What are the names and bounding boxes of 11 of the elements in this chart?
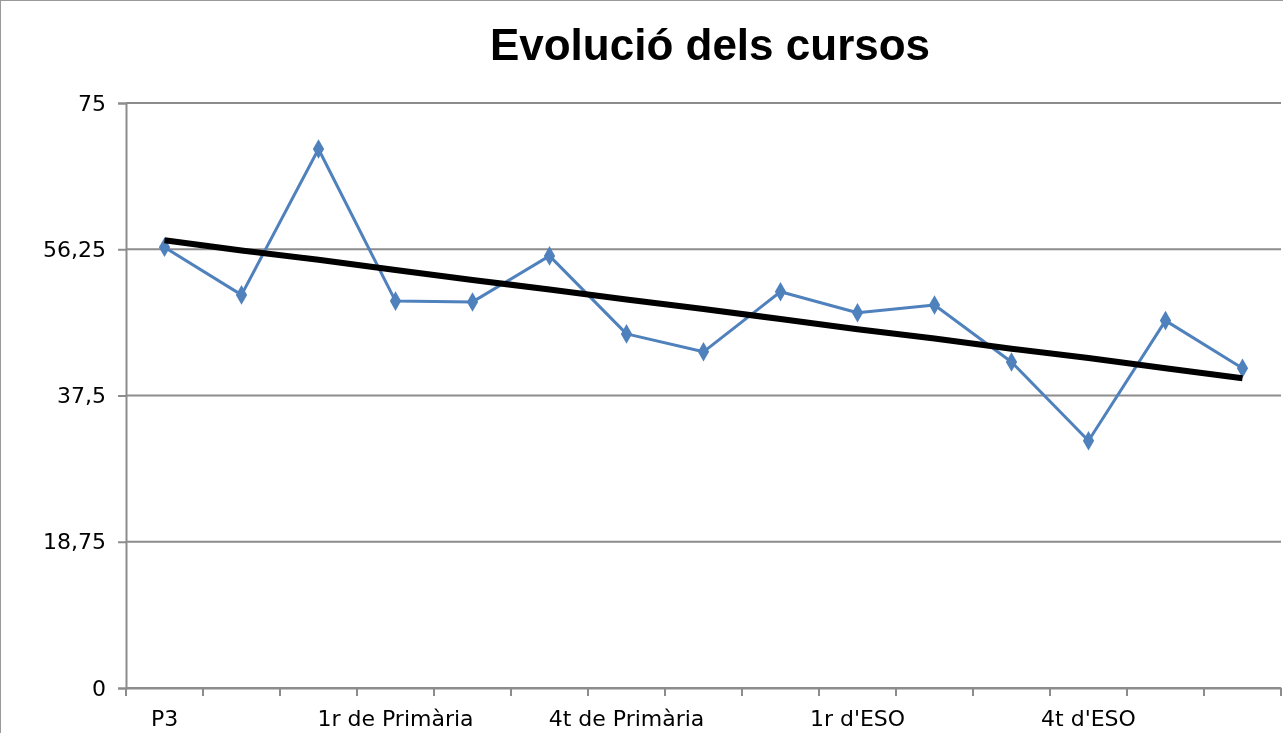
y-tick-label: 0 — [92, 675, 106, 701]
x-tick-label: P3 — [150, 705, 179, 731]
x-tick-label: 1r d'ESO — [809, 705, 906, 731]
y-tick-label: 37,5 — [57, 383, 106, 409]
y-tick-label: 75 — [78, 90, 106, 116]
y-tick-label: 56,25 — [43, 236, 106, 262]
chart-title: Evolució dels cursos — [489, 20, 931, 69]
x-tick-label: 4t d'ESO — [1041, 705, 1136, 731]
x-tick-label: 4t de Primària — [548, 705, 705, 731]
x-tick-label: 1r de Primària — [317, 705, 474, 731]
y-tick-label: 18,75 — [43, 529, 106, 555]
